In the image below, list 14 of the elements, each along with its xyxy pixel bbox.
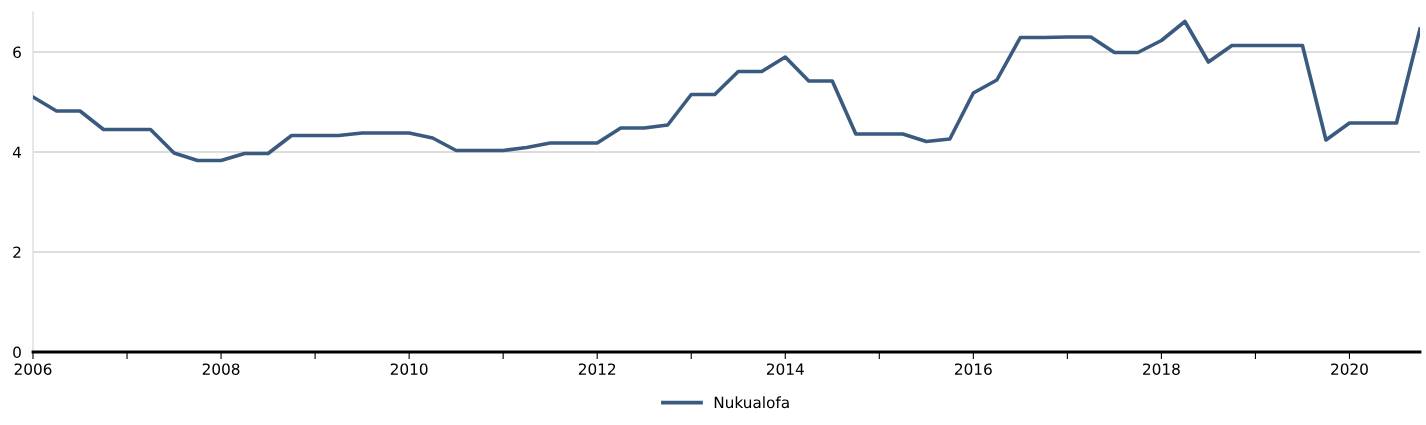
x-tick-label: 2012 [578, 363, 616, 375]
x-tick-label: 2010 [390, 363, 428, 375]
line-series [33, 19, 1420, 163]
y-tick-label: 4 [12, 146, 22, 158]
x-tick-label: 2016 [955, 363, 992, 375]
y-tick-label: 2 [13, 246, 21, 258]
x-tick-label: 2018 [1143, 363, 1180, 375]
legend-label: Nukualofa [714, 396, 789, 409]
x-tick-label: 2014 [766, 363, 804, 375]
x-tick-label: 2008 [202, 363, 240, 375]
y-tick-label: 0 [13, 346, 21, 359]
x-tick-label: 2020 [1331, 363, 1368, 375]
y-tick-label: 6 [13, 46, 21, 59]
x-tick-label: 2006 [14, 363, 52, 375]
